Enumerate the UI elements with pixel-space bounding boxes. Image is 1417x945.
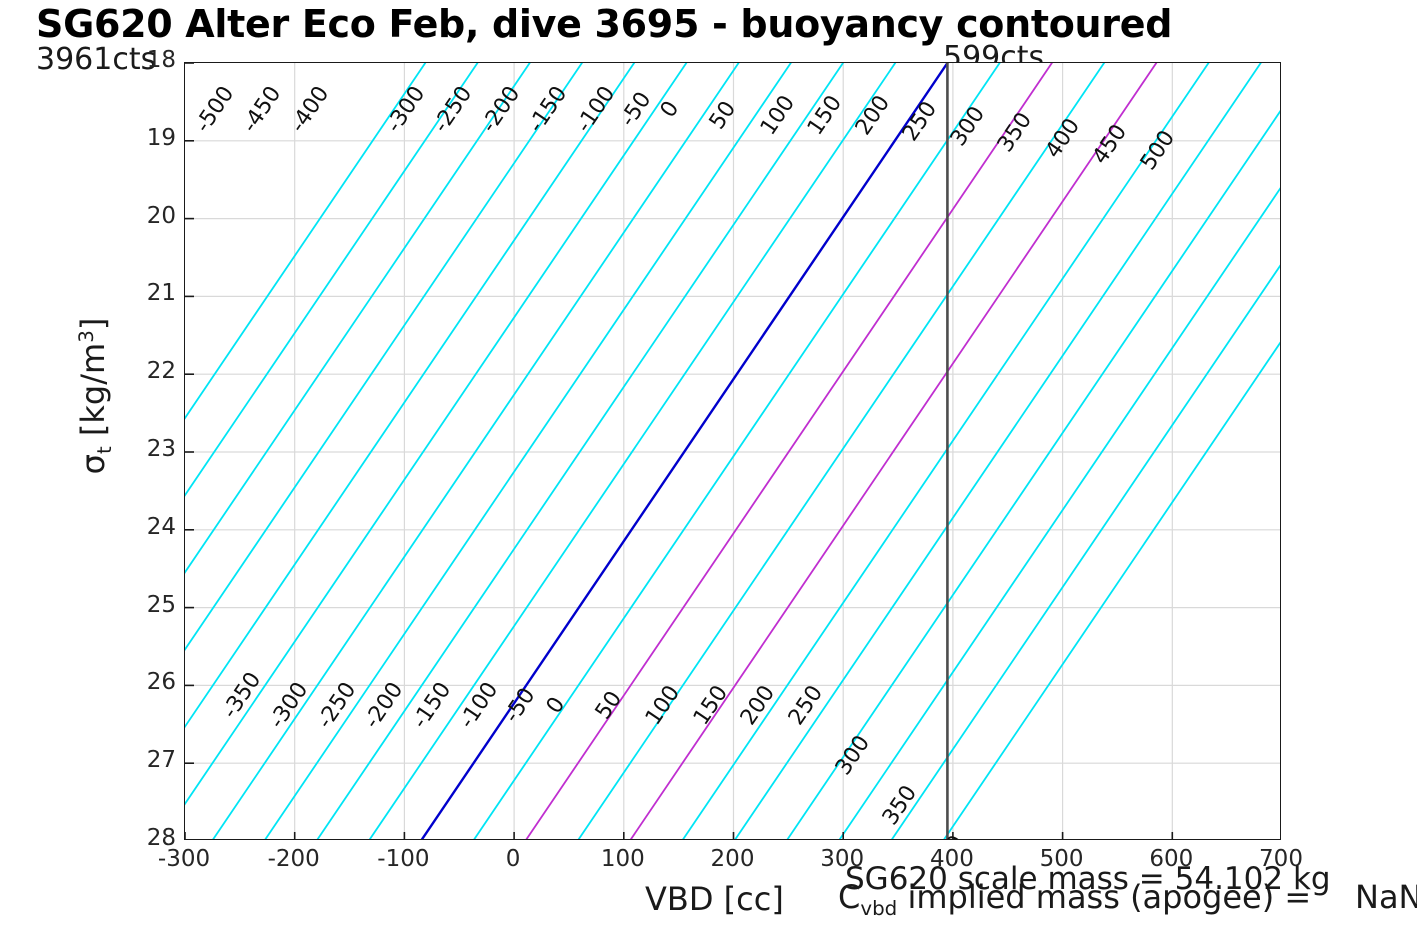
x-tick-label: 700 <box>1259 846 1303 872</box>
page-title: SG620 Alter Eco Feb, dive 3695 - buoyanc… <box>36 2 1173 46</box>
y-axis-sigma-subscript: t <box>92 446 116 455</box>
inner-tick-marks <box>185 63 1174 839</box>
gridlines <box>185 63 1280 839</box>
contour-plot-svg <box>185 63 1280 839</box>
x-tick-label: 600 <box>1149 846 1194 872</box>
x-axis-title: VBD [cc] <box>645 880 784 918</box>
x-tick-label: -200 <box>267 846 320 872</box>
y-tick-label: 28 <box>146 825 176 851</box>
y-tick-label: 19 <box>146 124 176 151</box>
x-tick-label: 100 <box>600 846 645 872</box>
y-tick-label: 21 <box>146 280 176 307</box>
y-axis-units-close: ] <box>74 317 112 331</box>
y-axis-units-exponent: 3 <box>75 330 99 343</box>
x-tick-label: -100 <box>377 846 430 872</box>
y-axis-title: σt [kg/m3] <box>74 246 116 546</box>
y-tick-label: 22 <box>146 358 176 385</box>
x-tick-label: -300 <box>157 846 211 872</box>
x-axis-title-text: VBD [cc] <box>645 880 784 918</box>
cvbd-symbol: C <box>838 878 861 916</box>
cvbd-symbol-subscript: vbd <box>860 896 898 920</box>
y-tick-label: 27 <box>146 747 176 774</box>
y-tick-label: 25 <box>146 591 176 618</box>
y-axis-units-open: [kg/m <box>74 342 112 447</box>
x-tick-label: 400 <box>929 846 974 872</box>
y-tick-label: 20 <box>146 202 176 229</box>
y-tick-label: 26 <box>146 669 176 696</box>
cvbd-annotation-rest: implied mass (apogee) = <box>897 878 1312 916</box>
y-tick-label: 23 <box>146 436 176 462</box>
y-tick-label: 24 <box>146 513 176 540</box>
top-left-counts-annotation: 3961cts <box>36 42 157 77</box>
x-tick-label: 200 <box>710 846 755 872</box>
nan-value-annotation: NaN <box>1355 878 1417 916</box>
contour-lines <box>185 63 1280 839</box>
x-tick-label: 0 <box>505 846 521 872</box>
x-tick-label: 300 <box>820 846 865 872</box>
plot-axes: -500 -450 -400 -300 -250 -200 -150 -100 -50 0 50 10… <box>184 62 1281 840</box>
cvbd-implied-mass-annotation: Cvbd implied mass (apogee) = <box>838 878 1311 920</box>
y-tick-label: 18 <box>146 47 176 73</box>
y-axis-sigma-symbol: σ <box>74 454 112 475</box>
x-tick-label: 500 <box>1039 846 1084 872</box>
scale-mass-annotation: SG620 scale mass = 54.102 kg <box>845 861 1331 897</box>
